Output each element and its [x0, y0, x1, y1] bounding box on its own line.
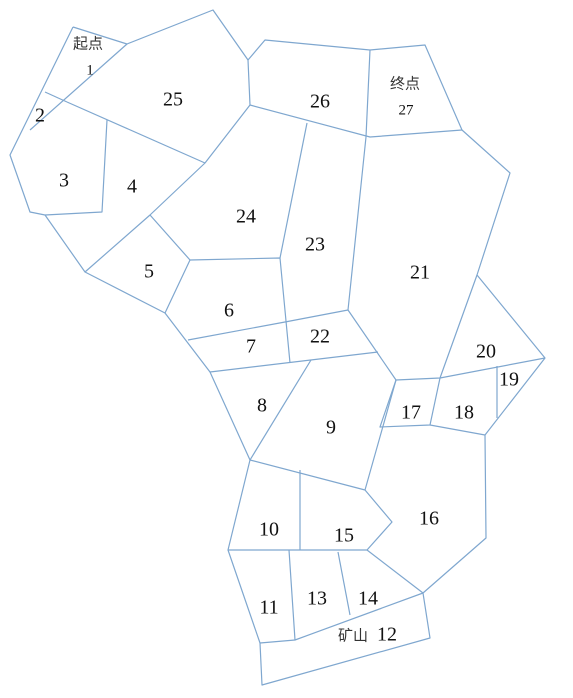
region-4-label: 4	[127, 176, 137, 198]
region-5-label: 5	[144, 261, 154, 283]
region-22-label: 22	[310, 326, 330, 348]
region-3-label: 3	[59, 170, 69, 192]
region-12-label: 12	[377, 624, 397, 646]
region-2-label: 2	[35, 105, 45, 127]
region-20-label: 20	[476, 341, 496, 363]
region-14-label: 14	[358, 588, 378, 610]
region-1-label: 1	[86, 62, 94, 78]
region-25-label: 25	[163, 89, 183, 111]
region-23-label: 23	[305, 234, 325, 256]
region-19-label: 19	[499, 369, 519, 391]
start-label: 起点	[73, 35, 103, 53]
region-8-label: 8	[257, 395, 267, 417]
outer-boundary	[9, 9, 546, 686]
region-13-label: 13	[307, 588, 327, 610]
region-9-label: 9	[326, 417, 336, 439]
region-11-label: 11	[259, 597, 278, 619]
region-18-label: 18	[454, 402, 474, 424]
end-label: 终点	[390, 75, 420, 93]
region-10-label: 10	[259, 519, 279, 541]
region-labels: 1 2 3 4 5 6 7 8 9 10 11 12 13 14 15 16 1…	[35, 35, 519, 646]
region-7-label: 7	[246, 336, 256, 358]
region-boundaries	[9, 9, 546, 686]
region-26-label: 26	[310, 91, 330, 113]
region-6-label: 6	[224, 300, 234, 322]
region-27-label: 27	[399, 102, 415, 118]
region-17-label: 17	[401, 402, 421, 424]
mine-label: 矿山	[338, 627, 368, 645]
region-15-label: 15	[334, 525, 354, 547]
region-16-label: 16	[419, 508, 439, 530]
region-24-label: 24	[236, 206, 256, 228]
region-21-label: 21	[410, 262, 430, 284]
